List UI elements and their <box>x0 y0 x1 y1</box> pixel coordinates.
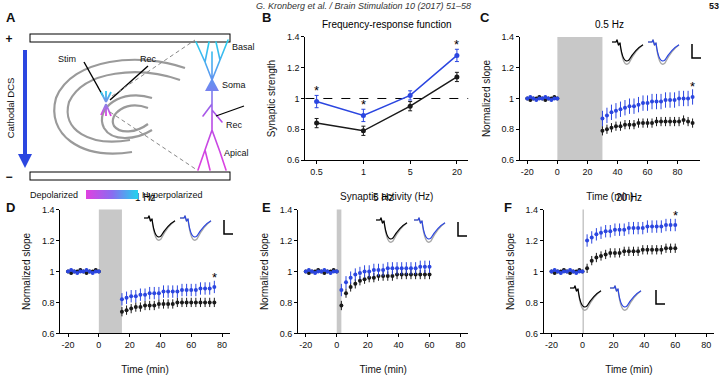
svg-text:Apical: Apical <box>224 148 249 158</box>
svg-text:-20: -20 <box>521 167 534 177</box>
svg-text:Normalized slope: Normalized slope <box>481 59 492 137</box>
svg-text:80: 80 <box>673 167 683 177</box>
svg-text:5 Hz: 5 Hz <box>373 192 394 203</box>
svg-text:Rec: Rec <box>226 120 243 130</box>
svg-text:0.6: 0.6 <box>42 329 55 339</box>
svg-text:20: 20 <box>608 340 618 350</box>
svg-text:*: * <box>454 37 459 52</box>
svg-text:1.2: 1.2 <box>287 63 300 73</box>
svg-text:Depolarized: Depolarized <box>30 190 78 200</box>
svg-text:40: 40 <box>394 340 404 350</box>
svg-text:Rec: Rec <box>140 54 157 64</box>
svg-text:Hyperpolarized: Hyperpolarized <box>142 190 203 200</box>
svg-text:1: 1 <box>533 267 538 277</box>
svg-text:40: 40 <box>639 340 649 350</box>
svg-text:*: * <box>673 208 678 223</box>
svg-text:0.6: 0.6 <box>525 329 538 339</box>
svg-text:Frequency-response function: Frequency-response function <box>322 19 452 30</box>
svg-text:Normalized slope: Normalized slope <box>21 232 32 310</box>
svg-text:A: A <box>6 10 16 25</box>
svg-text:*: * <box>314 83 319 98</box>
svg-text:1.2: 1.2 <box>280 236 293 246</box>
svg-text:5: 5 <box>408 167 413 177</box>
svg-text:0.8: 0.8 <box>42 298 55 308</box>
svg-text:0.5: 0.5 <box>310 167 323 177</box>
svg-text:+: + <box>5 32 12 46</box>
svg-text:0: 0 <box>96 340 101 350</box>
svg-text:*: * <box>361 97 366 112</box>
svg-text:0.8: 0.8 <box>525 298 538 308</box>
svg-text:Normalized slope: Normalized slope <box>505 232 516 310</box>
svg-text:20: 20 <box>125 340 135 350</box>
svg-text:B: B <box>262 10 271 25</box>
svg-text:E: E <box>262 200 271 215</box>
svg-text:1.4: 1.4 <box>287 32 300 42</box>
svg-text:Time (min): Time (min) <box>121 364 168 375</box>
svg-text:1: 1 <box>509 94 514 104</box>
svg-text:1.2: 1.2 <box>501 63 514 73</box>
svg-text:0.5 Hz: 0.5 Hz <box>595 19 624 30</box>
svg-text:1: 1 <box>295 94 300 104</box>
svg-text:20 Hz: 20 Hz <box>616 192 642 203</box>
svg-text:Synaptic strength: Synaptic strength <box>266 60 277 137</box>
svg-text:0.6: 0.6 <box>280 329 293 339</box>
svg-text:40: 40 <box>612 167 622 177</box>
svg-text:0: 0 <box>334 340 339 350</box>
svg-text:1.2: 1.2 <box>525 236 538 246</box>
svg-text:*: * <box>212 270 217 285</box>
svg-text:0.6: 0.6 <box>501 155 514 165</box>
svg-text:1.4: 1.4 <box>525 205 538 215</box>
svg-text:1.2: 1.2 <box>42 236 55 246</box>
svg-text:G. Kronberg et al. / Brain Sti: G. Kronberg et al. / Brain Stimulation 1… <box>256 1 471 11</box>
svg-text:80: 80 <box>455 340 465 350</box>
svg-text:60: 60 <box>643 167 653 177</box>
svg-text:20: 20 <box>582 167 592 177</box>
svg-text:1.4: 1.4 <box>280 205 293 215</box>
svg-text:1.4: 1.4 <box>42 205 55 215</box>
svg-text:1: 1 <box>361 167 366 177</box>
svg-text:80: 80 <box>217 340 227 350</box>
svg-text:C: C <box>480 10 490 25</box>
svg-text:D: D <box>6 200 15 215</box>
svg-text:1 Hz: 1 Hz <box>135 192 156 203</box>
svg-text:60: 60 <box>186 340 196 350</box>
svg-text:20: 20 <box>452 167 462 177</box>
svg-text:1.4: 1.4 <box>501 32 514 42</box>
svg-text:Cathodal DCS: Cathodal DCS <box>5 78 16 139</box>
svg-text:40: 40 <box>155 340 165 350</box>
svg-text:-20: -20 <box>62 340 75 350</box>
svg-text:1: 1 <box>287 267 292 277</box>
svg-text:60: 60 <box>670 340 680 350</box>
svg-text:Stim: Stim <box>58 54 76 64</box>
svg-text:−: − <box>5 170 12 184</box>
svg-text:Basal: Basal <box>232 42 255 52</box>
svg-text:F: F <box>504 200 512 215</box>
svg-text:80: 80 <box>701 340 711 350</box>
svg-text:Synaptic activity (Hz): Synaptic activity (Hz) <box>340 191 433 202</box>
svg-text:-20: -20 <box>299 340 312 350</box>
svg-text:0: 0 <box>580 340 585 350</box>
svg-text:*: * <box>690 79 695 94</box>
svg-text:0.6: 0.6 <box>287 155 300 165</box>
svg-text:1: 1 <box>50 267 55 277</box>
svg-text:0.8: 0.8 <box>287 124 300 134</box>
svg-text:0: 0 <box>555 167 560 177</box>
svg-text:Normalized slope: Normalized slope <box>259 232 270 310</box>
svg-text:53: 53 <box>709 1 719 11</box>
svg-text:Time (min): Time (min) <box>605 364 652 375</box>
svg-text:-20: -20 <box>545 340 558 350</box>
svg-text:Soma: Soma <box>222 80 246 90</box>
svg-text:20: 20 <box>363 340 373 350</box>
svg-text:0.8: 0.8 <box>280 298 293 308</box>
svg-text:60: 60 <box>425 340 435 350</box>
svg-text:Time (min): Time (min) <box>359 364 406 375</box>
svg-text:0.8: 0.8 <box>501 124 514 134</box>
svg-text:Time (min): Time (min) <box>586 191 633 202</box>
